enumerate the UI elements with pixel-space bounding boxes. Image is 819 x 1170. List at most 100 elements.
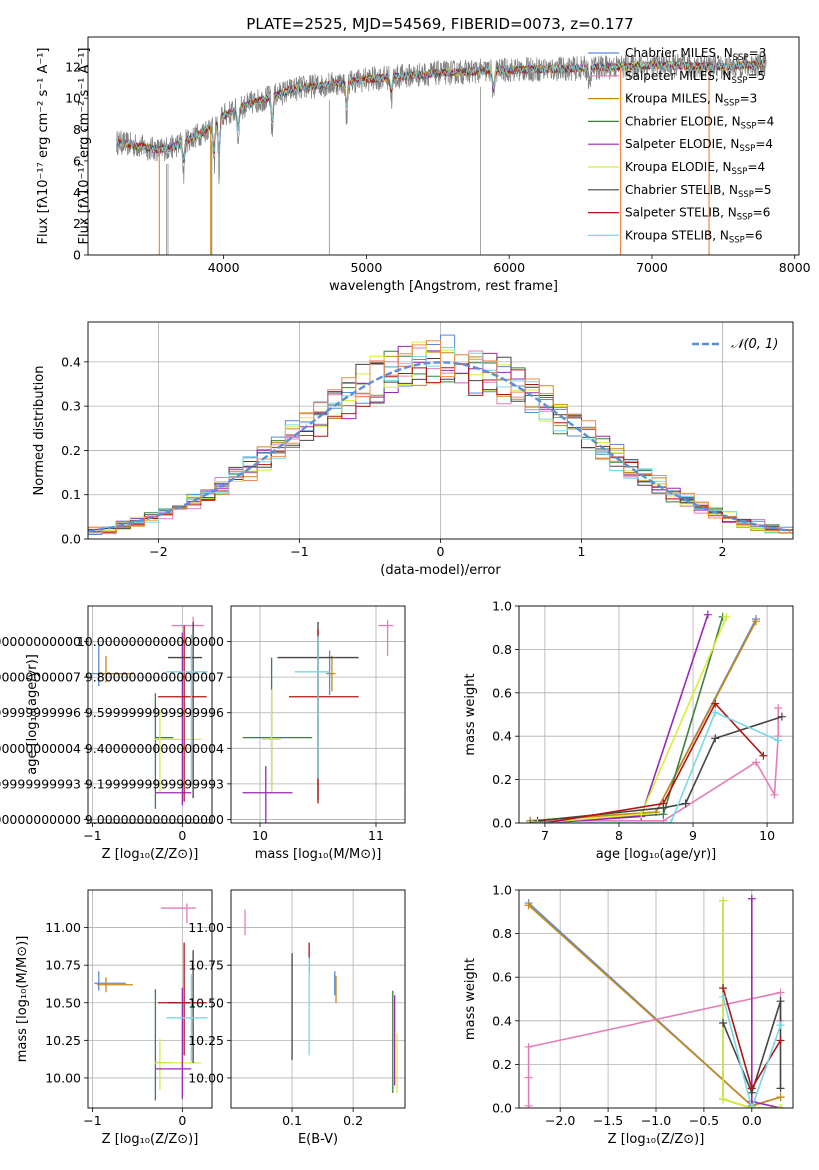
legend-label: 𝒩(0, 1) — [731, 337, 778, 352]
weight-line-3 — [530, 616, 724, 823]
y-tick-label: 0.2 — [61, 443, 81, 458]
y-tick-label: 0.6 — [492, 970, 512, 985]
weight-marker — [711, 734, 720, 743]
y-tick-label: 10.50 — [45, 995, 81, 1010]
axes-frame — [87, 889, 213, 1109]
y-tick-label: 11.00 — [188, 920, 224, 935]
errorbar-point-5 — [155, 632, 192, 806]
errorbar-point-5 — [155, 987, 192, 1099]
weight-marker — [711, 708, 720, 717]
x-tick-label: −0.5 — [689, 1113, 719, 1128]
y-tick-label: 11.00 — [45, 920, 81, 935]
weight-line-1 — [537, 708, 779, 822]
x-tick-label: 6000 — [493, 260, 525, 275]
weight-marker — [524, 1042, 533, 1051]
y-tick-label: 9.1999999999999993 — [85, 776, 224, 791]
errorbar-point-5 — [242, 766, 293, 823]
x-tick-label: 1 — [578, 544, 586, 559]
x-axis-label: Z [log₁₀(Z/Z⊙)] — [608, 1132, 705, 1147]
y-axis-label: mass weight — [463, 673, 478, 755]
plot-area — [231, 890, 405, 1108]
errorbar-point-3 — [154, 989, 174, 1101]
weight-marker — [666, 819, 675, 823]
x-axis-label: mass [log₁₀(M/M⊙)] — [255, 847, 382, 862]
y-tick-label: 0.8 — [492, 926, 512, 941]
weight-marker — [751, 617, 760, 626]
y-tick-label: 4 — [73, 185, 81, 200]
weight-marker — [637, 810, 646, 819]
y-tick-label: 9.5999999999999996 — [0, 705, 81, 720]
weight-marker — [722, 612, 731, 621]
y-tick-label: 0.3 — [61, 399, 81, 414]
weight-marker — [719, 1095, 728, 1104]
weight-marker — [719, 984, 728, 993]
y-tick-label: 1.0 — [492, 883, 512, 898]
x-tick-label: −1 — [290, 544, 308, 559]
x-tick-label: 0 — [178, 1113, 186, 1128]
weight-marker — [719, 992, 728, 1001]
errorbar-point-7 — [158, 942, 207, 1056]
y-tick-label: 10.75 — [45, 958, 81, 973]
x-tick-label: −1.0 — [641, 1113, 671, 1128]
x-tick-label: 0 — [437, 544, 445, 559]
legend-label: Kroupa ELODIE, NSSP=4 — [625, 160, 765, 177]
y-tick-label: 0 — [73, 248, 81, 263]
x-axis-label: wavelength [Angstrom, rest frame] — [329, 279, 558, 294]
weight-marker — [770, 790, 779, 799]
errorbar-point-1 — [328, 655, 336, 692]
legend-label: Salpeter ELODIE, NSSP=4 — [625, 137, 773, 154]
legend-label: Chabrier MILES, NSSP=3 — [625, 46, 766, 63]
weight-marker — [774, 703, 783, 712]
errorbar-point-8 — [166, 974, 208, 1062]
weight-marker — [774, 736, 783, 745]
y-tick-label: 10.50 — [188, 995, 224, 1010]
y-tick-label: 0.6 — [492, 685, 512, 700]
x-tick-label: −1 — [83, 828, 101, 843]
y-tick-label: 9.4000000000000004 — [0, 741, 81, 756]
weight-marker — [776, 1036, 785, 1045]
x-tick-label: 8 — [615, 828, 623, 843]
errorbar-point-6 — [167, 622, 203, 799]
legend: Chabrier MILES, NSSP=3 Salpeter MILES, NS… — [588, 46, 774, 245]
y-axis-label: age [log₁₀(age/yr)] — [25, 654, 40, 775]
y-tick-label: 10.25 — [45, 1033, 81, 1048]
panel-massweight_vs_Z: −2.0 −1.5 −1.0 −0.5 0.0 0.0 0.2 0.4 0.6 0.8 1.0 Z [… — [463, 883, 794, 1147]
legend-label: Kroupa MILES, NSSP=3 — [625, 92, 757, 109]
axes-frame — [87, 605, 213, 824]
model-line-8 — [116, 59, 767, 162]
weight-marker — [681, 799, 690, 808]
y-tick-label: 0.8 — [492, 642, 512, 657]
y-axis-label: Flux [fλ10⁻¹⁷ erg cm⁻² s⁻¹ A⁻¹] — [36, 48, 51, 245]
errorbar-point-7 — [158, 625, 207, 802]
weight-marker — [659, 799, 668, 808]
weight-line-7 — [544, 702, 764, 823]
x-tick-label: 4000 — [208, 260, 240, 275]
weight-line-8 — [537, 711, 779, 823]
axes-frame — [518, 605, 794, 824]
weight-marker — [703, 610, 712, 619]
y-axis-label: mass weight — [463, 958, 478, 1040]
x-tick-label: 2 — [719, 544, 727, 559]
axes-frame — [87, 36, 800, 256]
x-axis-label: age [log₁₀(age/yr)] — [596, 847, 717, 862]
y-tick-label: 10.00 — [45, 1070, 81, 1085]
plot-area — [519, 890, 793, 1108]
y-tick-label: 10.25 — [188, 1033, 224, 1048]
weight-marker — [747, 1104, 756, 1108]
y-tick-label: 10.0000000000000000 — [0, 634, 81, 649]
y-tick-label: 1.0 — [492, 599, 512, 614]
y-tick-label: 9.0000000000000000 — [85, 812, 224, 827]
errorbar-point-1 — [96, 977, 133, 993]
y-tick-label: 10 — [65, 91, 81, 106]
x-tick-label: 9 — [689, 828, 697, 843]
panel-spectrum: 4000 5000 6000 7000 8000 0 2 4 6 8 10 12 wavelength … — [36, 36, 811, 294]
x-tick-label: 7 — [541, 828, 549, 843]
weight-marker — [776, 1021, 785, 1030]
errorbar-point-8 — [294, 636, 330, 779]
weight-marker — [776, 1084, 785, 1093]
errorbar-point-2 — [160, 903, 196, 924]
y-tick-label: 9.4000000000000004 — [85, 741, 224, 756]
x-tick-label: 5000 — [350, 260, 382, 275]
weight-marker — [711, 699, 720, 708]
axes-frame — [230, 605, 406, 824]
